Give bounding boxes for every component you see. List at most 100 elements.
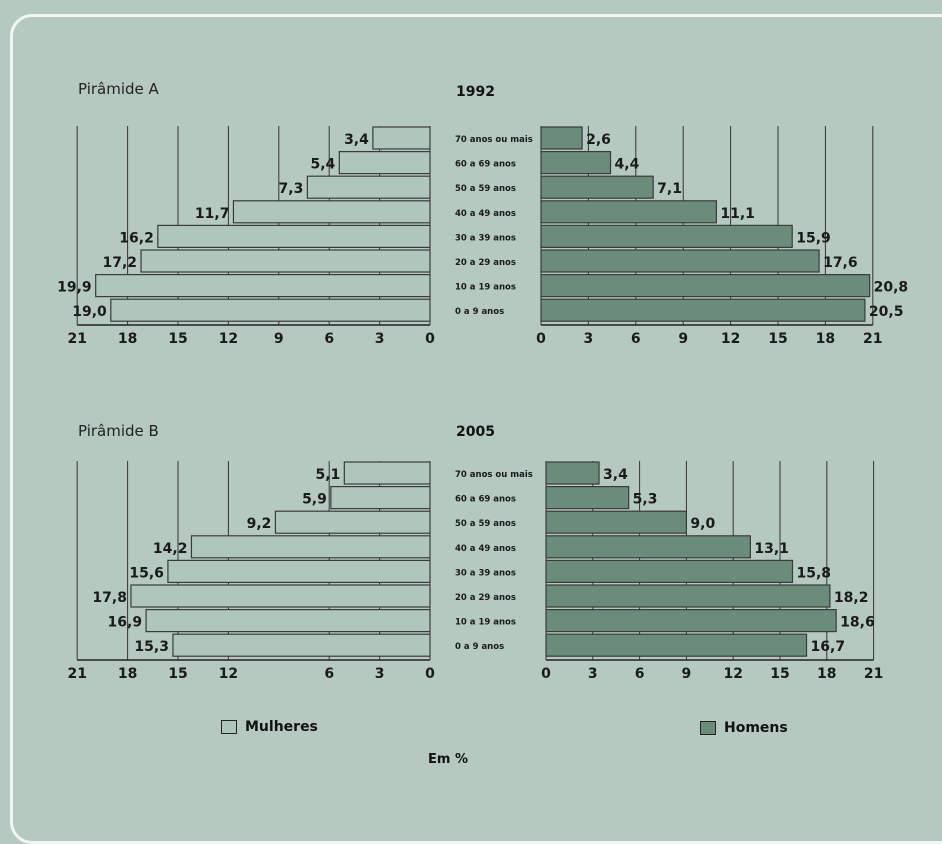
- age-category-label: 70 anos ou mais: [455, 470, 533, 480]
- pyramid-b: 5,1 3,4 70 anos ou mais 5,9 5,3 60 a 69 anos 9…: [67, 461, 883, 682]
- women-tick-label: 9: [274, 331, 284, 347]
- men-tick-label: 6: [635, 666, 645, 682]
- men-value-label: 20,8: [874, 280, 909, 296]
- women-tick-label: 12: [219, 331, 238, 347]
- men-tick-label: 18: [816, 331, 835, 347]
- age-category-label: 0 a 9 anos: [455, 642, 504, 652]
- men-value-label: 11,1: [720, 206, 755, 222]
- women-tick-label: 21: [67, 331, 86, 347]
- men-value-label: 3,4: [603, 467, 628, 483]
- age-category-label: 70 anos ou mais: [455, 135, 533, 145]
- men-bar: [545, 633, 808, 657]
- pyramid-a: 3,4 2,6 70 anos ou mais 5,4 4,4 60 a 69 anos 7…: [57, 126, 908, 347]
- men-tick-label: 21: [863, 331, 882, 347]
- women-bar: [145, 608, 431, 633]
- age-category-label: 30 a 39 anos: [455, 568, 516, 578]
- women-bar: [140, 249, 431, 273]
- men-tick-label: 9: [678, 331, 688, 347]
- women-bar: [190, 535, 431, 559]
- men-tick-label: 9: [682, 666, 692, 682]
- women-tick-label: 18: [118, 331, 137, 347]
- men-bar: [540, 151, 612, 175]
- men-tick-label: 18: [817, 666, 836, 682]
- legend-men-swatch: [700, 721, 716, 735]
- men-bar: [540, 298, 866, 322]
- women-tick-label: 3: [375, 666, 385, 682]
- age-category-label: 40 a 49 anos: [455, 209, 516, 219]
- women-bar: [157, 224, 431, 248]
- women-tick-label: 0: [425, 331, 435, 347]
- women-tick-label: 3: [375, 331, 385, 347]
- men-value-label: 2,6: [586, 132, 611, 148]
- men-value-label: 15,9: [796, 230, 831, 246]
- men-bar: [540, 175, 654, 199]
- men-tick-label: 0: [536, 331, 546, 347]
- women-bar: [232, 200, 431, 224]
- legend-women-label: Mulheres: [245, 719, 318, 735]
- women-tick-label: 18: [118, 666, 137, 682]
- men-bar: [545, 584, 831, 608]
- men-tick-label: 12: [723, 666, 742, 682]
- men-tick-label: 3: [584, 331, 594, 347]
- men-tick-label: 21: [864, 666, 883, 682]
- age-category-label: 30 a 39 anos: [455, 233, 516, 243]
- men-value-label: 5,3: [633, 492, 658, 508]
- legend-women: Mulheres: [221, 719, 318, 735]
- women-value-label: 14,2: [153, 541, 188, 557]
- population-pyramids-chart: 3,4 2,6 70 anos ou mais 5,4 4,4 60 a 69 anos 7…: [57, 126, 908, 682]
- women-tick-label: 6: [324, 331, 334, 347]
- men-value-label: 7,1: [657, 181, 682, 197]
- year-1992-label: 1992: [456, 84, 495, 100]
- men-bar: [540, 224, 793, 248]
- legend-men: Homens: [700, 720, 788, 736]
- men-value-label: 4,4: [615, 157, 640, 173]
- women-tick-label: 21: [67, 666, 86, 682]
- women-value-label: 15,3: [134, 639, 169, 655]
- men-bar: [545, 535, 751, 559]
- women-bar: [274, 510, 431, 534]
- women-value-label: 19,9: [57, 280, 92, 296]
- men-value-label: 17,6: [823, 255, 858, 271]
- women-bar: [306, 175, 431, 199]
- men-bar: [540, 249, 820, 273]
- women-value-label: 17,2: [102, 255, 137, 271]
- age-category-label: 10 a 19 anos: [455, 283, 516, 293]
- pyramid-a-label: Pirâmide A: [78, 80, 159, 98]
- women-tick-label: 12: [219, 666, 238, 682]
- women-tick-label: 6: [324, 666, 334, 682]
- men-value-label: 18,6: [840, 615, 875, 631]
- men-bar: [540, 126, 583, 150]
- women-value-label: 7,3: [279, 181, 304, 197]
- women-bar: [95, 274, 431, 298]
- men-value-label: 9,0: [690, 516, 715, 532]
- men-tick-label: 6: [631, 331, 641, 347]
- men-value-label: 18,2: [834, 590, 869, 606]
- men-bar: [545, 559, 794, 584]
- women-bar: [110, 298, 431, 322]
- legend-men-label: Homens: [724, 720, 788, 736]
- men-value-label: 20,5: [869, 304, 904, 320]
- men-bar: [540, 200, 717, 224]
- men-tick-label: 3: [588, 666, 598, 682]
- women-tick-label: 0: [425, 666, 435, 682]
- men-value-label: 15,8: [796, 565, 831, 581]
- men-bar: [540, 274, 871, 298]
- men-bar: [545, 461, 600, 485]
- women-bar: [338, 151, 431, 175]
- women-bar: [372, 126, 431, 150]
- age-category-label: 60 a 69 anos: [455, 495, 516, 505]
- age-category-label: 60 a 69 anos: [455, 160, 516, 170]
- men-tick-label: 15: [770, 666, 789, 682]
- age-category-label: 20 a 29 anos: [455, 593, 516, 603]
- women-value-label: 15,6: [129, 565, 164, 581]
- age-category-label: 0 a 9 anos: [455, 307, 504, 317]
- units-label: Em %: [428, 752, 468, 767]
- women-tick-label: 15: [168, 331, 187, 347]
- pyramid-b-label: Pirâmide B: [78, 422, 159, 440]
- women-value-label: 5,1: [316, 467, 341, 483]
- women-tick-label: 15: [168, 666, 187, 682]
- women-value-label: 16,9: [108, 615, 143, 631]
- men-value-label: 13,1: [754, 541, 789, 557]
- women-value-label: 11,7: [195, 206, 230, 222]
- age-category-label: 10 a 19 anos: [455, 618, 516, 628]
